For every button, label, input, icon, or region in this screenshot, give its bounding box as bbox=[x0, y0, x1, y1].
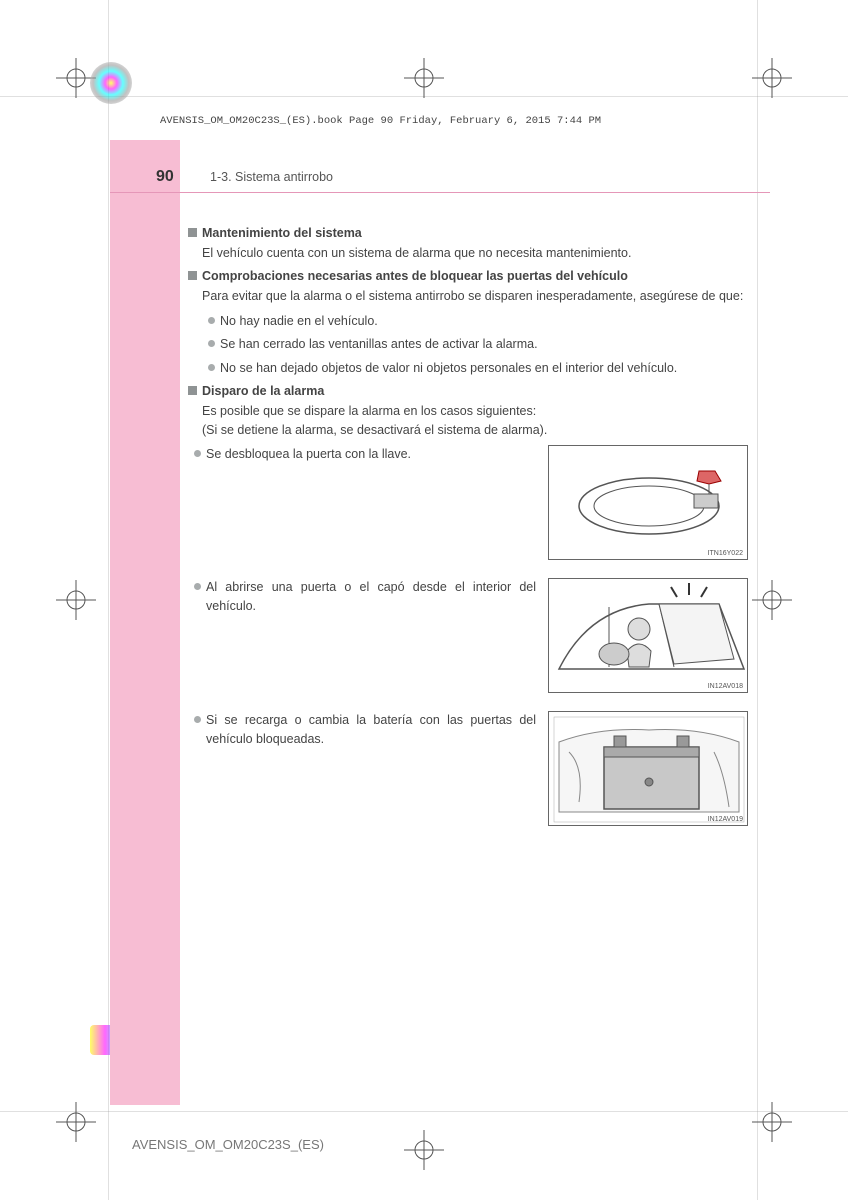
paragraph: Es posible que se dispare la alarma en l… bbox=[202, 402, 748, 421]
square-icon bbox=[188, 386, 197, 395]
paragraph: Para evitar que la alarma o el sistema a… bbox=[202, 287, 748, 306]
bullet-item: No se han dejado objetos de valor ni obj… bbox=[208, 359, 748, 378]
registration-mark-icon bbox=[56, 580, 96, 620]
paragraph: El vehículo cuenta con un sistema de ala… bbox=[202, 244, 748, 263]
registration-mark-icon bbox=[752, 1102, 792, 1142]
registration-mark-icon bbox=[404, 1130, 444, 1170]
illustration-row: Se desbloquea la puerta con la llave. IT… bbox=[188, 445, 748, 560]
registration-mark-icon bbox=[404, 58, 444, 98]
illustration-code: IN12AV018 bbox=[708, 683, 743, 690]
crop-guide bbox=[0, 1111, 848, 1112]
bullet-item: Se desbloquea la puerta con la llave. bbox=[194, 445, 536, 464]
illustration-code: ITN16Y022 bbox=[708, 550, 743, 557]
header-rule bbox=[110, 192, 770, 193]
section-heading: Mantenimiento del sistema bbox=[188, 226, 748, 240]
illustration-row: Si se recarga o cambia la batería con la… bbox=[188, 711, 748, 826]
bullet-item: No hay nadie en el vehículo. bbox=[208, 312, 748, 331]
illustration-row: Al abrirse una puerta o el capó desde el… bbox=[188, 578, 748, 693]
bullet-item: Al abrirse una puerta o el capó desde el… bbox=[194, 578, 536, 616]
book-header: AVENSIS_OM_OM20C23S_(ES).book Page 90 Fr… bbox=[160, 115, 601, 127]
bullet-item: Si se recarga o cambia la batería con la… bbox=[194, 711, 536, 749]
heading-text: Disparo de la alarma bbox=[202, 384, 324, 398]
battery-illustration: IN12AV019 bbox=[548, 711, 748, 826]
illustration-code: IN12AV019 bbox=[708, 816, 743, 823]
square-icon bbox=[188, 271, 197, 280]
page-content: Mantenimiento del sistema El vehículo cu… bbox=[188, 220, 748, 844]
bullet-item: Se han cerrado las ventanillas antes de … bbox=[208, 335, 748, 354]
section-heading: Comprobaciones necesarias antes de bloqu… bbox=[188, 269, 748, 283]
registration-mark-icon bbox=[752, 580, 792, 620]
door-open-illustration: IN12AV018 bbox=[548, 578, 748, 693]
section-heading: Disparo de la alarma bbox=[188, 384, 748, 398]
footer-document-code: AVENSIS_OM_OM20C23S_(ES) bbox=[132, 1137, 324, 1152]
section-label: 1-3. Sistema antirrobo bbox=[210, 170, 333, 184]
door-handle-illustration: ITN16Y022 bbox=[548, 445, 748, 560]
color-calibration-icon bbox=[90, 62, 132, 104]
heading-text: Mantenimiento del sistema bbox=[202, 226, 362, 240]
section-tab-stripe bbox=[110, 140, 180, 1105]
registration-mark-icon bbox=[752, 58, 792, 98]
registration-mark-icon bbox=[56, 1102, 96, 1142]
page-number: 90 bbox=[156, 168, 174, 186]
crop-guide bbox=[108, 0, 109, 1200]
square-icon bbox=[188, 228, 197, 237]
heading-text: Comprobaciones necesarias antes de bloqu… bbox=[202, 269, 628, 283]
paragraph: (Si se detiene la alarma, se desactivará… bbox=[202, 421, 748, 440]
